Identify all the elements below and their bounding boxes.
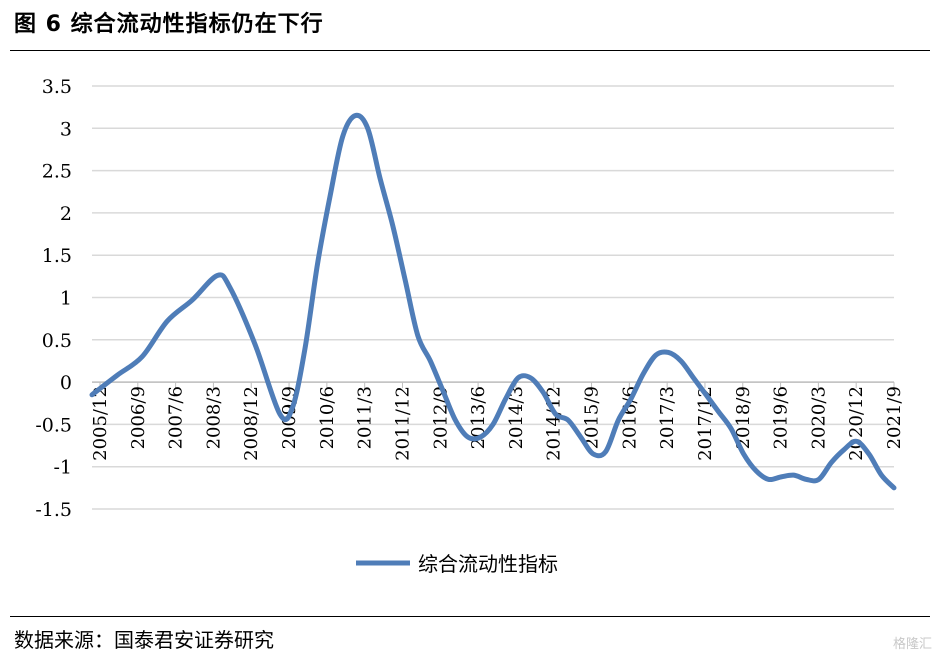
y-tick-label: 1 bbox=[60, 288, 72, 310]
y-tick-label: 3 bbox=[60, 118, 72, 140]
series-layer bbox=[89, 112, 897, 491]
x-tick-label: 2017/3 bbox=[657, 386, 678, 449]
y-tick-label: 0 bbox=[60, 372, 72, 394]
y-tick-label: -1 bbox=[53, 457, 72, 479]
y-axis-ticks: 3.5 3 2.5 2 1.5 1 0.5 0 -0.5 -1 -1.5 bbox=[35, 76, 72, 521]
x-tick-label: 2008/12 bbox=[241, 386, 262, 461]
x-tick-label: 2019/6 bbox=[771, 386, 792, 449]
line-chart: 3.5 3 2.5 2 1.5 1 0.5 0 -0.5 -1 -1.5 2005/12 2006/9… bbox=[35, 76, 905, 576]
x-tick-label: 2021/9 bbox=[884, 386, 905, 449]
y-tick-label: 2.5 bbox=[42, 161, 72, 183]
x-tick-label: 2011/12 bbox=[392, 386, 413, 461]
top-rule bbox=[10, 50, 930, 51]
y-tick-label: 2 bbox=[60, 203, 72, 225]
y-tick-label: 1.5 bbox=[42, 245, 72, 267]
watermark-logo: 格隆汇 bbox=[892, 637, 932, 652]
legend-label: 综合流动性指标 bbox=[418, 552, 558, 576]
x-tick-label: 2010/6 bbox=[317, 386, 338, 449]
bottom-rule bbox=[10, 616, 930, 617]
x-tick-label: 2020/3 bbox=[808, 386, 829, 449]
x-tick-label: 2014/3 bbox=[506, 386, 527, 449]
source-note: 数据来源：国泰君安证券研究 bbox=[14, 628, 274, 652]
x-tick-label: 2005/12 bbox=[90, 386, 111, 461]
x-tick-label: 2016/6 bbox=[619, 386, 640, 449]
y-tick-label: -0.5 bbox=[35, 414, 72, 436]
x-tick-label: 2007/6 bbox=[166, 386, 187, 449]
x-tick-label: 2018/9 bbox=[733, 386, 754, 449]
chart-title: 图 6 综合流动性指标仍在下行 bbox=[14, 12, 324, 37]
x-tick-label: 2012/9 bbox=[430, 386, 451, 449]
x-tick-label: 2008/3 bbox=[203, 386, 224, 449]
x-tick-label: 2006/9 bbox=[128, 386, 149, 449]
x-tick-label: 2011/3 bbox=[355, 386, 376, 449]
y-tick-label: -1.5 bbox=[35, 499, 72, 521]
series-line-综合流动性指标 bbox=[89, 112, 897, 491]
y-tick-label: 0.5 bbox=[42, 330, 72, 352]
y-tick-label: 3.5 bbox=[42, 76, 72, 98]
x-tick-label: 2015/9 bbox=[582, 386, 603, 449]
legend: 综合流动性指标 bbox=[356, 552, 558, 576]
